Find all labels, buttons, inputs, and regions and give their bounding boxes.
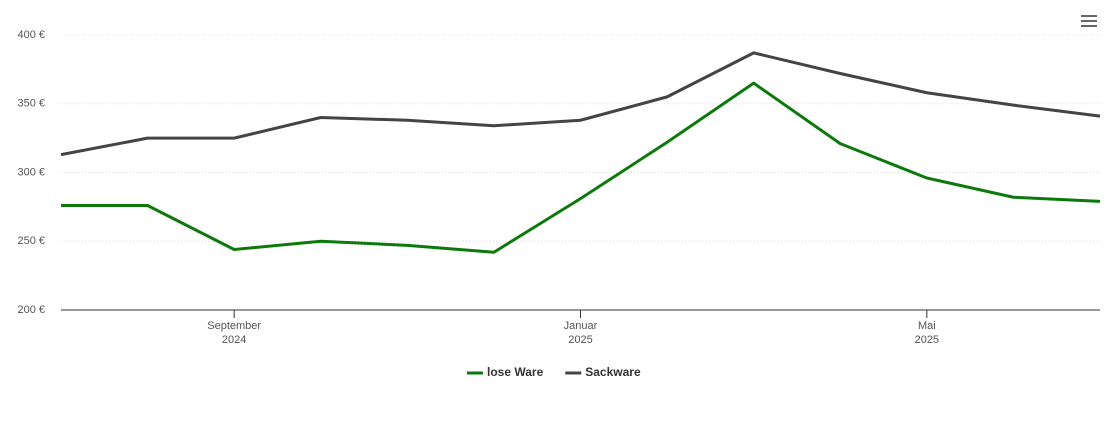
y-tick-label: 350 € [17,98,45,110]
legend-label: Sackware [585,365,641,379]
legend-item[interactable]: lose Ware [467,365,544,379]
y-tick-label: 300 € [17,166,45,178]
menu-bar [1081,25,1097,27]
y-tick-label: 200 € [17,304,45,316]
x-tick-label: 2024 [222,334,246,346]
x-tick-label: September [207,320,261,332]
series-line [61,81,1101,254]
x-tick-label: 2025 [915,334,939,346]
y-tick-label: 400 € [17,29,45,41]
legend-label: lose Ware [487,365,544,379]
menu-icon[interactable] [1081,15,1097,27]
legend-item[interactable]: Sackware [565,365,641,379]
x-tick-label: 2025 [568,334,592,346]
menu-bar [1081,20,1097,22]
y-tick-label: 250 € [17,235,45,247]
menu-bar [1081,15,1097,17]
x-tick-label: Januar [564,320,598,332]
series-line [60,51,1101,157]
x-tick-label: Mai [918,320,936,332]
